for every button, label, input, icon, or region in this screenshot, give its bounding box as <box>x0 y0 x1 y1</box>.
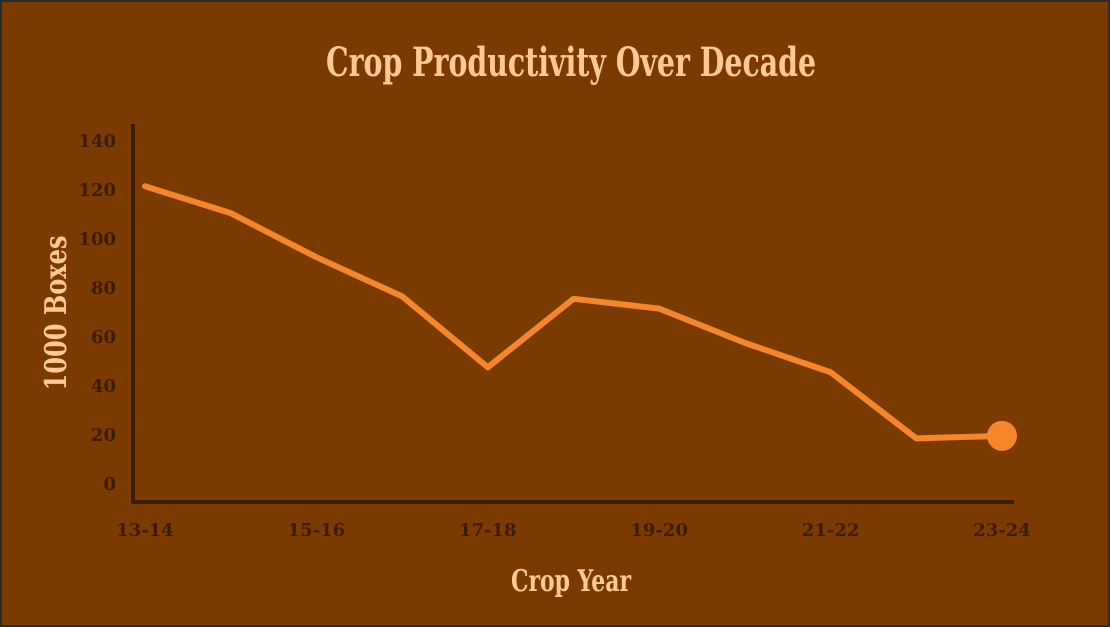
y-axis-title: 1000 Boxes <box>39 236 74 391</box>
chart-title: Crop Productivity Over Decade <box>326 39 816 86</box>
x-tick-label: 17-18 <box>459 520 517 541</box>
y-tick-label: 120 <box>78 180 116 201</box>
x-tick-label: 21-22 <box>802 520 860 541</box>
y-tick-label: 20 <box>91 425 116 446</box>
x-axis-title: Crop Year <box>511 564 632 599</box>
y-tick-label: 80 <box>91 278 116 299</box>
x-tick-label: 15-16 <box>288 520 346 541</box>
y-tick-label: 0 <box>103 474 116 495</box>
y-tick-label: 100 <box>78 229 116 250</box>
x-tick-label: 13-14 <box>116 520 174 541</box>
y-tick-label: 60 <box>91 327 116 348</box>
end-marker <box>987 420 1017 451</box>
line-series <box>142 183 1005 442</box>
x-tick-label: 19-20 <box>630 520 688 541</box>
y-tick-label: 40 <box>91 376 116 397</box>
x-tick-label: 23-24 <box>973 520 1031 541</box>
y-tick-label: 140 <box>78 131 116 152</box>
